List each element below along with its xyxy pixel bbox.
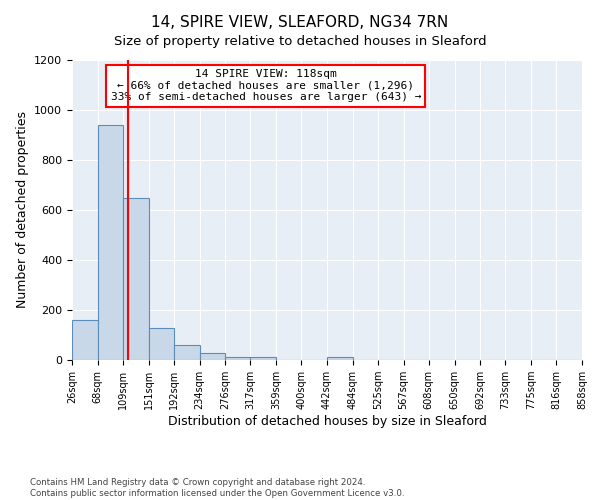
Bar [327,357,353,360]
Text: 14, SPIRE VIEW, SLEAFORD, NG34 7RN: 14, SPIRE VIEW, SLEAFORD, NG34 7RN [151,15,449,30]
Bar [199,353,225,360]
Bar [98,125,123,360]
Bar [225,357,250,360]
Bar [174,345,200,360]
Bar [123,198,149,360]
Text: Size of property relative to detached houses in Sleaford: Size of property relative to detached ho… [113,35,487,48]
Bar [149,328,174,360]
Bar [250,357,276,360]
Y-axis label: Number of detached properties: Number of detached properties [16,112,29,308]
Text: 14 SPIRE VIEW: 118sqm
← 66% of detached houses are smaller (1,296)
33% of semi-d: 14 SPIRE VIEW: 118sqm ← 66% of detached … [110,69,421,102]
X-axis label: Distribution of detached houses by size in Sleaford: Distribution of detached houses by size … [167,415,487,428]
Text: Contains HM Land Registry data © Crown copyright and database right 2024.
Contai: Contains HM Land Registry data © Crown c… [30,478,404,498]
Bar [72,320,98,360]
